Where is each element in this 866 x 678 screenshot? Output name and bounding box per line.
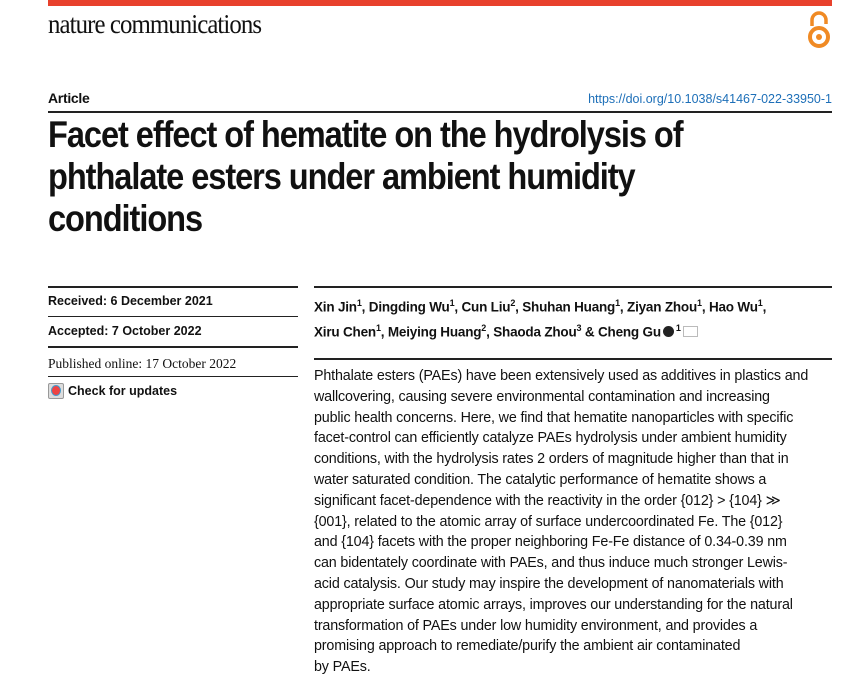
check-for-updates-button[interactable]: Check for updates bbox=[48, 383, 177, 399]
abstract-line: significant facet-dependence with the re… bbox=[314, 492, 781, 509]
divider bbox=[48, 346, 298, 348]
divider bbox=[48, 376, 298, 377]
abstract-line: wallcovering, causing severe environment… bbox=[314, 388, 770, 405]
abstract-line: Phthalate esters (PAEs) have been extens… bbox=[314, 368, 809, 384]
abstract-line: conditions, with the hydrolysis rates 2 … bbox=[314, 451, 789, 468]
abstract-line: facet-control can efficiently catalyze P… bbox=[314, 430, 787, 447]
affiliation: 1 bbox=[356, 298, 362, 308]
abstract-line: transformation of PAEs under low humidit… bbox=[314, 617, 758, 634]
accepted-date: Accepted: 7 October 2022 bbox=[48, 324, 202, 338]
author[interactable]: Hao Wu bbox=[708, 299, 758, 315]
received-date: Received: 6 December 2021 bbox=[48, 294, 213, 308]
author[interactable]: Dingding Wu bbox=[368, 299, 450, 315]
affiliation: 3 bbox=[576, 322, 582, 333]
affiliation: 1 bbox=[697, 298, 702, 308]
affiliation: 1 bbox=[615, 298, 620, 308]
title-line: phthalate esters under ambient humidity bbox=[48, 156, 636, 197]
divider bbox=[314, 358, 832, 360]
abstract: Phthalate esters (PAEs) have been extens… bbox=[314, 366, 808, 678]
check-for-updates-icon bbox=[48, 383, 64, 399]
divider bbox=[48, 316, 298, 317]
abstract-line: public health concerns. Here, we find th… bbox=[314, 409, 794, 426]
divider bbox=[314, 286, 832, 288]
affiliation: 1 bbox=[449, 298, 455, 308]
affiliation: 1 bbox=[675, 322, 681, 333]
author[interactable]: Cheng Gu bbox=[597, 324, 661, 339]
article-type: Article bbox=[48, 90, 90, 106]
author[interactable]: Ziyan Zhou bbox=[627, 299, 698, 315]
author[interactable]: Shuhan Huang bbox=[522, 299, 616, 315]
abstract-line: appropriate surface atomic arrays, impro… bbox=[314, 596, 793, 613]
title-line: Facet effect of hematite on the hydrolys… bbox=[48, 114, 684, 155]
title-line: conditions bbox=[48, 198, 203, 239]
check-for-updates-label: Check for updates bbox=[68, 384, 178, 398]
divider bbox=[48, 111, 832, 113]
author[interactable]: Cun Liu bbox=[461, 299, 511, 315]
abstract-line: promising approach to remediate/purify t… bbox=[314, 638, 741, 655]
abstract-line: {001}, related to the atomic array of su… bbox=[314, 513, 783, 530]
open-access-lock-icon bbox=[808, 11, 830, 48]
published-date: Published online: 17 October 2022 bbox=[48, 356, 237, 371]
article-title: Facet effect of hematite on the hydrolys… bbox=[48, 114, 684, 240]
abstract-line: by PAEs. bbox=[314, 659, 371, 676]
affiliation: 2 bbox=[510, 298, 516, 308]
affiliation: 2 bbox=[481, 322, 487, 333]
author-list: Xin Jin1, Dingding Wu1, Cun Liu2, Shuhan… bbox=[314, 298, 767, 339]
divider bbox=[48, 286, 298, 288]
affiliation: 1 bbox=[757, 298, 763, 308]
abstract-line: water saturated condition. The catalytic… bbox=[314, 471, 767, 488]
abstract-line: and {104} facets with the proper neighbo… bbox=[314, 534, 787, 551]
abstract-line: acid catalysis. Our study may inspire th… bbox=[314, 575, 784, 592]
author[interactable]: Shaoda Zhou bbox=[493, 324, 577, 339]
doi-link[interactable]: https://doi.org/10.1038/s41467-022-33950… bbox=[588, 92, 832, 106]
journal-brand-bar bbox=[48, 0, 832, 6]
author[interactable]: Meiying Huang bbox=[387, 324, 482, 339]
author[interactable]: Xin Jin bbox=[314, 299, 357, 315]
journal-name: nature communications bbox=[48, 9, 262, 39]
email-icon[interactable] bbox=[682, 326, 698, 337]
author[interactable]: Xiru Chen bbox=[314, 324, 376, 339]
abstract-line: can bidentately coordinate with PAEs, an… bbox=[314, 555, 788, 572]
affiliation: 1 bbox=[375, 322, 381, 333]
orcid-icon[interactable] bbox=[662, 326, 674, 337]
